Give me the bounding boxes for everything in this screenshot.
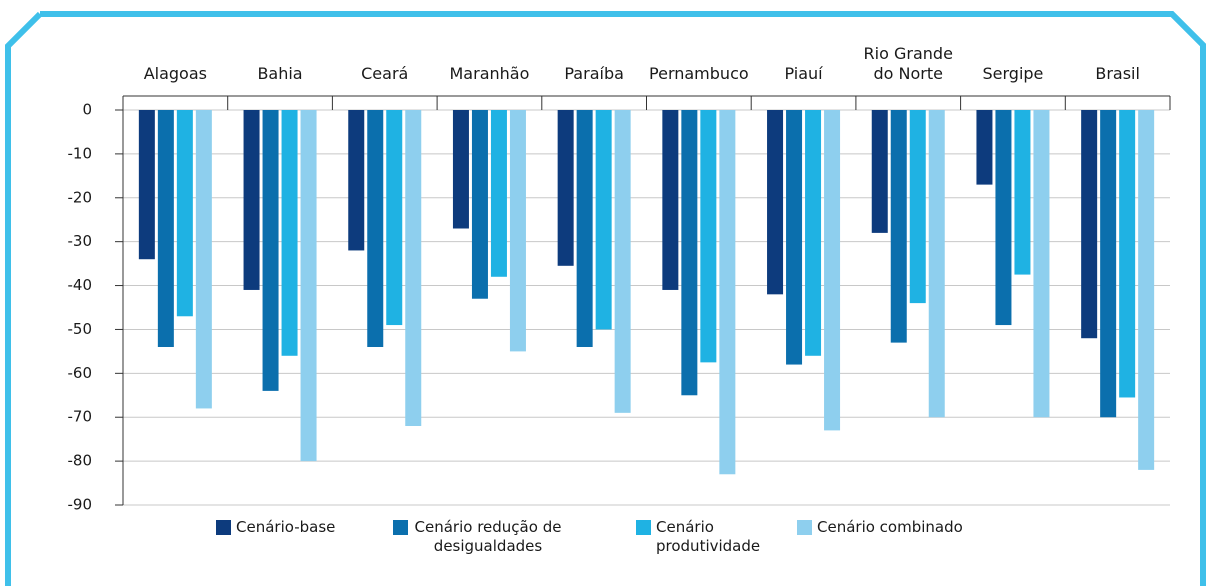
category-label: Ceará — [361, 64, 409, 83]
bar — [138, 110, 155, 260]
bar — [1119, 110, 1136, 398]
bar — [719, 110, 736, 475]
bar — [1100, 110, 1117, 418]
bar — [471, 110, 488, 299]
bar — [557, 110, 574, 266]
bar — [595, 110, 612, 330]
bar — [348, 110, 365, 251]
legend-item: Cenário produtividade — [636, 518, 791, 556]
bar — [1033, 110, 1050, 418]
bar — [824, 110, 841, 431]
legend-swatch — [393, 520, 408, 535]
legend-item: Cenário combinado — [797, 518, 1087, 537]
y-tick-label: -10 — [68, 144, 93, 162]
bar — [681, 110, 698, 396]
legend-swatch — [797, 520, 812, 535]
bar — [176, 110, 193, 317]
y-tick-label: -90 — [68, 496, 93, 514]
y-tick-label: -20 — [68, 188, 93, 206]
category-label: Brasil — [1095, 64, 1140, 83]
y-tick-label: -40 — [68, 276, 93, 294]
bar — [281, 110, 298, 356]
category-label: Rio Grande do Norte — [863, 44, 953, 83]
category-label: Sergipe — [982, 64, 1044, 83]
category-label: Maranhão — [449, 64, 530, 83]
category-label: Bahia — [257, 64, 303, 83]
bar — [928, 110, 945, 418]
category-label: Paraíba — [564, 64, 624, 83]
legend-label: Cenário-base — [236, 518, 336, 536]
bar — [614, 110, 631, 413]
y-tick-label: -50 — [68, 320, 93, 338]
y-tick-label: -80 — [68, 452, 93, 470]
legend-label: Cenário redução de desigualdades — [414, 518, 562, 555]
bar — [243, 110, 260, 290]
bar — [805, 110, 822, 356]
bar — [1081, 110, 1098, 339]
category-label: Pernambuco — [649, 64, 749, 83]
bar — [871, 110, 888, 233]
bar — [995, 110, 1012, 326]
bar — [767, 110, 784, 295]
bar — [976, 110, 993, 185]
bar — [490, 110, 507, 277]
legend-item: Cenário redução de desigualdades — [393, 518, 613, 556]
bar — [700, 110, 717, 363]
bar — [386, 110, 403, 326]
category-label: Alagoas — [143, 64, 207, 83]
bar — [300, 110, 317, 462]
legend-swatch — [636, 520, 651, 535]
bar — [1014, 110, 1031, 275]
legend-label: Cenário produtividade — [656, 518, 761, 555]
y-tick-label: -70 — [68, 408, 93, 426]
bar — [909, 110, 926, 304]
bar — [195, 110, 212, 409]
bar — [367, 110, 384, 347]
bar — [262, 110, 279, 391]
bar — [1138, 110, 1155, 470]
legend-swatch — [216, 520, 231, 535]
y-tick-label: 0 — [82, 101, 92, 119]
legend-item: Cenário-base — [216, 518, 386, 537]
bar — [576, 110, 593, 347]
bar — [890, 110, 907, 343]
bar — [662, 110, 679, 290]
bar — [509, 110, 526, 352]
y-tick-label: -30 — [68, 232, 93, 250]
bar — [405, 110, 422, 426]
bar — [157, 110, 174, 347]
category-label: Piauí — [784, 64, 823, 83]
y-tick-label: -60 — [68, 364, 93, 382]
frame — [5, 11, 1206, 586]
bar — [452, 110, 469, 229]
bar — [786, 110, 803, 365]
legend-label: Cenário combinado — [817, 518, 963, 536]
